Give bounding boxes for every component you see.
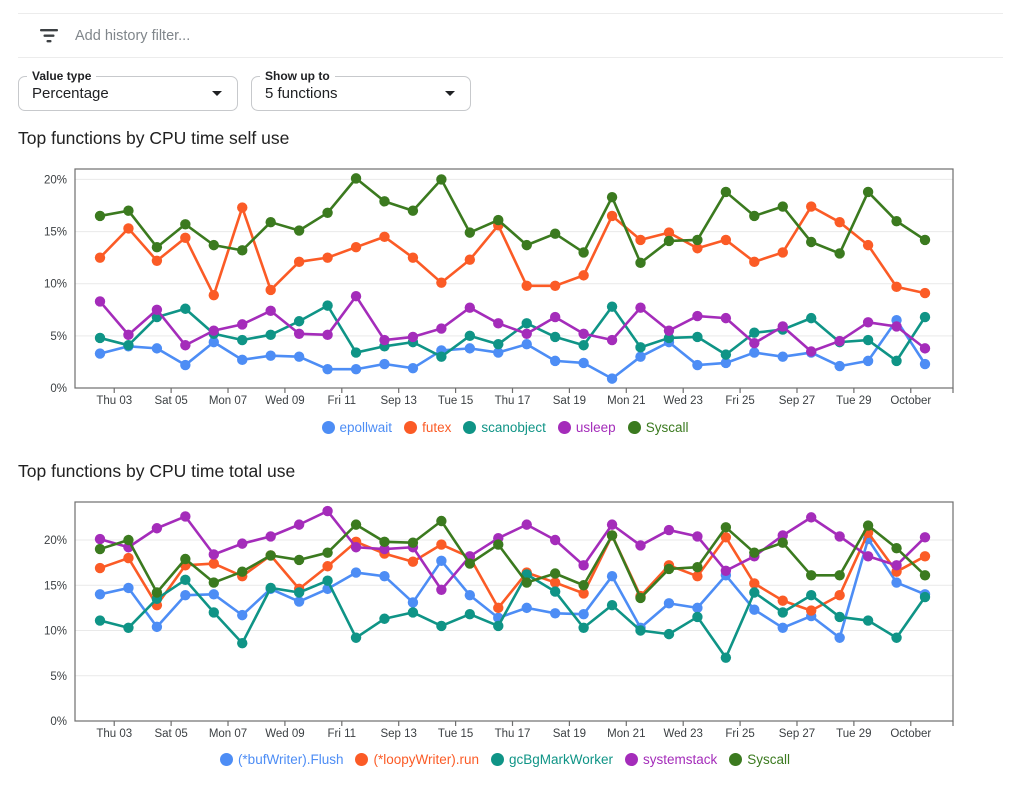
legend-label: gcBgMarkWorker	[509, 752, 614, 767]
svg-text:Fri 25: Fri 25	[725, 728, 754, 740]
show-up-to-selected: 5 functions	[265, 85, 338, 102]
legend-label: (*bufWriter).Flush	[237, 752, 344, 767]
svg-text:Sat 19: Sat 19	[553, 395, 586, 407]
legend-dot-icon	[491, 753, 504, 766]
legend-label: Syscall	[747, 752, 791, 767]
legend-dot-icon	[355, 753, 369, 766]
filter-list-icon	[40, 28, 58, 43]
svg-text:Sat 05: Sat 05	[154, 728, 187, 740]
cpu-total-chart-canvas[interactable]: 0% 5% 10% 15% 20% Thu 03 Sat 05 Mon 07 Wed 09 Fri…	[0, 493, 1010, 743]
legend-item: systemstack	[625, 752, 717, 767]
legend-item: (*bufWriter).Flush	[219, 752, 344, 767]
history-filter-input[interactable]: Add history filter...	[75, 27, 191, 44]
legend-dot-icon	[557, 421, 571, 434]
svg-text:Fri 11: Fri 11	[328, 395, 357, 407]
cpu-total-chart-legend: (*bufWriter).Flush (*loopyWriter).run gcBg…	[0, 752, 1010, 767]
svg-text:0%: 0%	[50, 716, 67, 728]
svg-text:Sep 27: Sep 27	[779, 395, 815, 407]
svg-text:Wed 09: Wed 09	[265, 728, 304, 740]
svg-text:October: October	[890, 395, 931, 407]
svg-text:5%: 5%	[50, 331, 67, 343]
svg-text:Thu 17: Thu 17	[495, 728, 531, 740]
svg-text:15%: 15%	[44, 580, 67, 592]
history-filter-bar: Add history filter...	[18, 13, 1003, 58]
svg-text:Tue 29: Tue 29	[836, 728, 871, 740]
legend-item: Syscall	[729, 752, 790, 767]
svg-text:Wed 23: Wed 23	[663, 395, 702, 407]
svg-text:Fri 25: Fri 25	[725, 395, 754, 407]
legend-dot-icon	[321, 421, 335, 434]
legend-dot-icon	[404, 421, 418, 434]
chart-controls: Value type Percentage Show up to 5 funct…	[18, 69, 471, 111]
legend-item: Syscall	[627, 420, 689, 435]
legend-label: Syscall	[645, 420, 689, 435]
show-up-to-label: Show up to	[260, 69, 335, 83]
cpu-self-chart-legend: epollwait futex scanobject usleep Syscall	[0, 420, 1010, 435]
value-type-selected: Percentage	[32, 85, 109, 102]
svg-text:Tue 15: Tue 15	[438, 728, 473, 740]
legend-item: scanobject	[463, 420, 546, 435]
svg-text:Thu 03: Thu 03	[96, 395, 132, 407]
legend-label: futex	[422, 420, 452, 435]
legend-label: scanobject	[481, 420, 546, 435]
chevron-down-icon	[212, 91, 222, 96]
svg-text:20%: 20%	[44, 174, 67, 186]
svg-text:Sat 19: Sat 19	[553, 728, 586, 740]
svg-text:Mon 21: Mon 21	[607, 728, 645, 740]
cpu-total-chart-title: Top functions by CPU time total use	[18, 461, 296, 481]
chevron-down-icon	[445, 91, 455, 96]
svg-text:10%: 10%	[44, 279, 67, 291]
cpu-self-chart-title: Top functions by CPU time self use	[18, 128, 290, 148]
legend-label: systemstack	[643, 752, 718, 767]
svg-text:Sep 13: Sep 13	[380, 395, 416, 407]
show-up-to-dropdown[interactable]: Show up to 5 functions	[251, 69, 471, 111]
legend-label: usleep	[575, 420, 616, 435]
svg-text:0%: 0%	[50, 383, 67, 395]
svg-text:Sep 13: Sep 13	[380, 728, 416, 740]
svg-text:Mon 21: Mon 21	[607, 395, 645, 407]
value-type-label: Value type	[27, 69, 97, 83]
legend-dot-icon	[463, 421, 477, 434]
value-type-dropdown[interactable]: Value type Percentage	[18, 69, 238, 111]
svg-text:October: October	[890, 728, 931, 740]
svg-text:20%: 20%	[44, 535, 67, 547]
svg-text:Tue 29: Tue 29	[836, 395, 871, 407]
svg-text:Mon 07: Mon 07	[209, 395, 247, 407]
svg-text:Tue 15: Tue 15	[438, 395, 473, 407]
svg-text:10%: 10%	[44, 626, 67, 638]
svg-text:5%: 5%	[50, 671, 67, 683]
legend-dot-icon	[627, 421, 641, 434]
legend-label: (*loopyWriter).run	[373, 752, 479, 767]
svg-text:Thu 03: Thu 03	[96, 728, 132, 740]
svg-text:Sep 27: Sep 27	[779, 728, 815, 740]
svg-text:Mon 07: Mon 07	[209, 728, 247, 740]
legend-item: usleep	[557, 420, 616, 435]
cpu-self-chart-canvas[interactable]: 0% 5% 10% 15% 20% Thu 03 Sat 05 Mon 07 Wed 09 Fri…	[0, 160, 1010, 410]
svg-text:15%: 15%	[44, 227, 67, 239]
legend-item: epollwait	[321, 420, 393, 435]
svg-text:Wed 23: Wed 23	[663, 728, 702, 740]
svg-text:Fri 11: Fri 11	[328, 728, 357, 740]
legend-dot-icon	[219, 753, 233, 766]
legend-item: futex	[404, 420, 451, 435]
legend-label: epollwait	[339, 420, 393, 435]
legend-dot-icon	[625, 753, 639, 766]
svg-text:Thu 17: Thu 17	[495, 395, 531, 407]
svg-text:Wed 09: Wed 09	[265, 395, 304, 407]
legend-item: gcBgMarkWorker	[491, 752, 613, 767]
svg-text:Sat 05: Sat 05	[154, 395, 187, 407]
legend-dot-icon	[729, 753, 743, 766]
legend-item: (*loopyWriter).run	[355, 752, 479, 767]
